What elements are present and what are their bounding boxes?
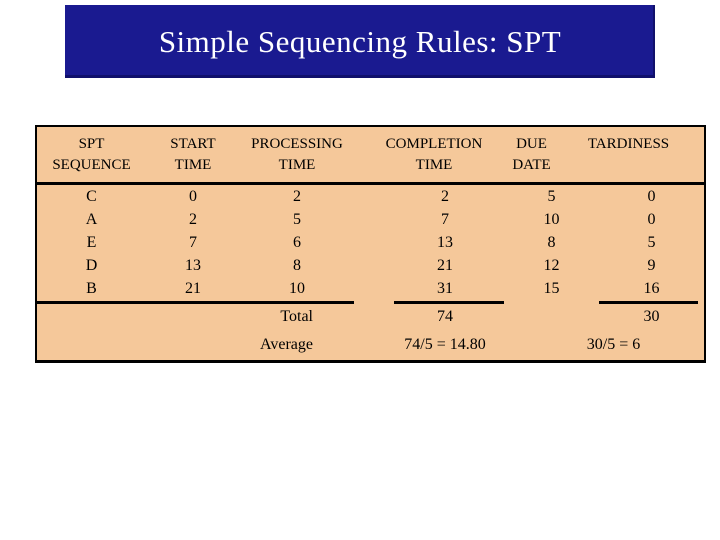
cell-sequence: C <box>86 187 97 205</box>
header-line: TIME <box>278 157 316 173</box>
header-line: SPT <box>78 136 105 152</box>
cell-sequence: B <box>86 279 97 297</box>
empty-cell <box>37 330 146 360</box>
header-processing-time: PROCESSING TIME <box>240 127 354 185</box>
cell-tardiness: 16 <box>643 279 660 297</box>
cell-due-date: 12 <box>543 256 560 274</box>
header-tardiness: TARDINESS <box>588 127 704 185</box>
total-tardiness: 30 <box>643 308 660 325</box>
cell-completion-time: 21 <box>437 256 453 274</box>
sum-underline-tardiness <box>599 300 698 304</box>
cell-tardiness: 0 <box>647 187 656 205</box>
cell-due-date: 10 <box>543 210 560 228</box>
cell-start-time: 21 <box>185 279 201 297</box>
cell-completion-time: 13 <box>437 233 453 251</box>
average-label: Average <box>260 336 313 353</box>
header-line: SEQUENCE <box>52 157 131 173</box>
sum-underline-completion <box>394 300 504 304</box>
cell-processing-time: 5 <box>293 210 301 228</box>
header-completion-time: COMPLETION TIME <box>354 127 504 185</box>
cell-completion-time: 2 <box>441 187 449 205</box>
header-line: TIME <box>174 157 212 173</box>
header-line: TIME <box>415 157 453 173</box>
cell-due-date: 5 <box>547 187 556 205</box>
sequencing-table: SPT SEQUENCE START TIME PROCESSING TIME … <box>35 125 706 363</box>
empty-cell <box>37 304 146 330</box>
header-line: TARDINESS <box>587 136 670 152</box>
header-line: START <box>170 136 216 152</box>
cell-processing-time: 8 <box>293 256 301 274</box>
cell-processing-time: 6 <box>293 233 301 251</box>
sum-underline-left <box>37 300 354 304</box>
cell-sequence: E <box>86 233 97 251</box>
empty-cell <box>146 304 240 330</box>
cell-start-time: 0 <box>189 187 197 205</box>
slide-title: Simple Sequencing Rules: SPT <box>158 23 562 59</box>
header-line: COMPLETION <box>385 136 483 152</box>
cell-tardiness: 5 <box>647 233 656 251</box>
cell-sequence: A <box>85 210 98 228</box>
header-spt-sequence: SPT SEQUENCE <box>37 127 146 185</box>
cell-tardiness: 9 <box>647 256 656 274</box>
cell-due-date: 15 <box>543 279 560 297</box>
header-line: DUE <box>516 136 547 152</box>
header-due-date: DUE DATE <box>504 127 599 185</box>
cell-due-date: 8 <box>547 233 556 251</box>
cell-start-time: 7 <box>189 233 197 251</box>
title-bar: Simple Sequencing Rules: SPT <box>65 5 655 78</box>
cell-processing-time: 2 <box>293 187 301 205</box>
total-completion-time: 74 <box>437 308 453 325</box>
average-completion-time: 74/5 = 14.80 <box>404 336 486 353</box>
cell-sequence: D <box>85 256 98 274</box>
empty-cell <box>146 330 240 360</box>
total-label: Total <box>280 308 313 325</box>
header-line: DATE <box>512 157 551 173</box>
cell-start-time: 2 <box>189 210 197 228</box>
cell-start-time: 13 <box>185 256 201 274</box>
cell-completion-time: 7 <box>441 210 449 228</box>
header-line: PROCESSING <box>251 136 343 152</box>
cell-tardiness: 0 <box>647 210 656 228</box>
header-start-time: START TIME <box>146 127 240 185</box>
cell-processing-time: 10 <box>289 279 305 297</box>
average-tardiness: 30/5 = 6 <box>586 336 641 353</box>
cell-completion-time: 31 <box>437 279 453 297</box>
